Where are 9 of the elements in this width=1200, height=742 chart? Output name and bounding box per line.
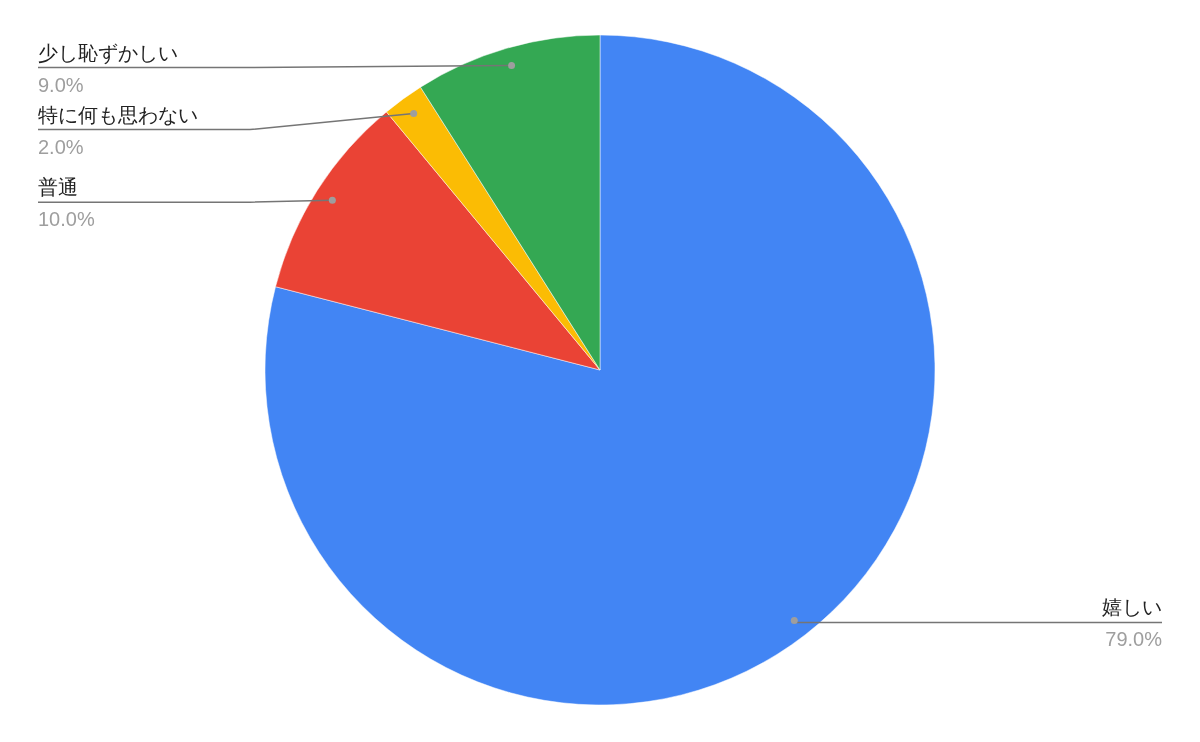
data-label: 2.0% [38,135,84,158]
slice-label: 嬉しい [1102,596,1162,619]
data-label: 9.0% [38,73,84,96]
data-label: 79.0% [1105,628,1163,651]
slice-label: 少し恥ずかしい [38,41,178,65]
pie-slice [264,34,935,705]
data-label: 10.0% [38,208,95,231]
slice-label: 特に何も思わない [38,103,198,126]
slice-label: 普通 [38,176,78,199]
